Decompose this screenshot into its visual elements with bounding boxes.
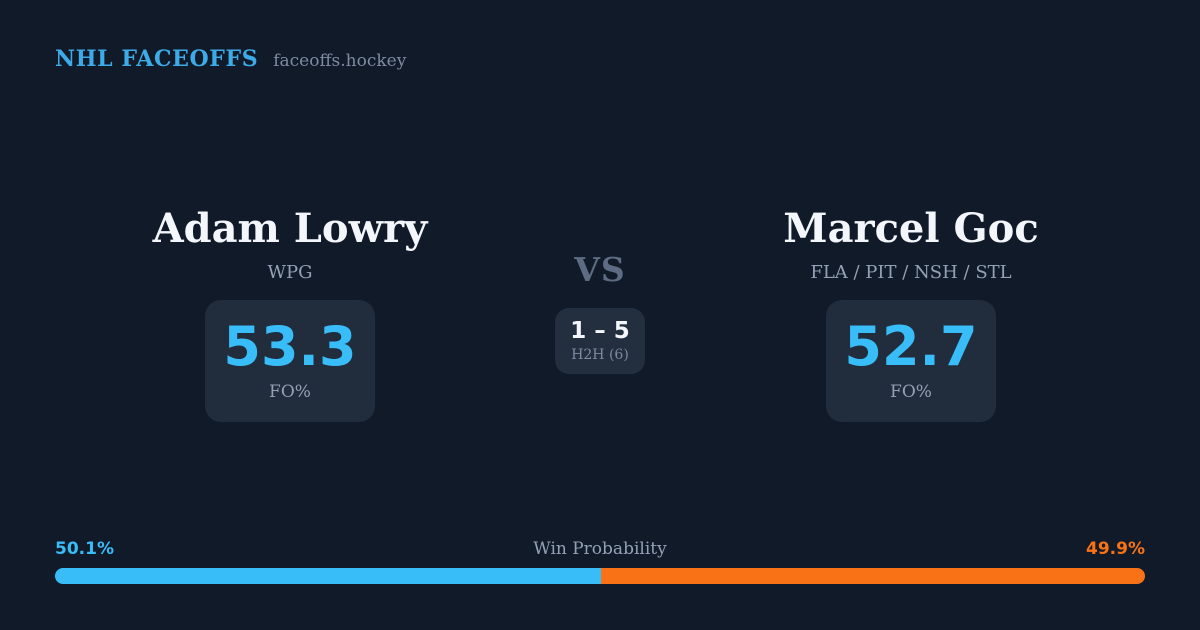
player-right: Marcel Goc FLA / PIT / NSH / STL 52.7 FO…	[751, 205, 1071, 422]
h2h-box: 1 – 5 H2H (6)	[555, 308, 645, 374]
player-right-fo-card: 52.7 FO%	[826, 300, 996, 422]
player-left-fo-label: FO%	[269, 382, 311, 402]
player-left-fo-value: 53.3	[223, 315, 357, 378]
player-right-fo-label: FO%	[890, 382, 932, 402]
player-left: Adam Lowry WPG 53.3 FO%	[130, 205, 450, 422]
win-probability-labels: 50.1% Win Probability 49.9%	[55, 539, 1145, 559]
site-url: faceoffs.hockey	[273, 51, 407, 71]
win-probability-bar-left-segment	[55, 568, 602, 584]
h2h-label: H2H (6)	[571, 346, 629, 363]
win-probability-left-pct: 50.1%	[55, 539, 114, 559]
player-right-fo-value: 52.7	[844, 315, 978, 378]
vs-label: VS	[574, 250, 626, 289]
win-probability-title: Win Probability	[533, 539, 667, 559]
player-left-name: Adam Lowry	[152, 205, 428, 252]
player-right-teams: FLA / PIT / NSH / STL	[810, 262, 1012, 283]
player-left-teams: WPG	[267, 262, 313, 283]
versus-column: VS 1 – 5 H2H (6)	[540, 252, 660, 374]
h2h-score: 1 – 5	[570, 317, 630, 344]
win-probability-section: 50.1% Win Probability 49.9%	[55, 539, 1145, 584]
win-probability-right-pct: 49.9%	[1086, 539, 1145, 559]
header: NHL FACEOFFS faceoffs.hockey	[55, 46, 406, 72]
win-probability-bar	[55, 568, 1145, 584]
brand-title: NHL FACEOFFS	[55, 46, 259, 72]
win-probability-bar-right-segment	[601, 568, 1145, 584]
player-right-name: Marcel Goc	[783, 205, 1039, 252]
player-left-fo-card: 53.3 FO%	[205, 300, 375, 422]
